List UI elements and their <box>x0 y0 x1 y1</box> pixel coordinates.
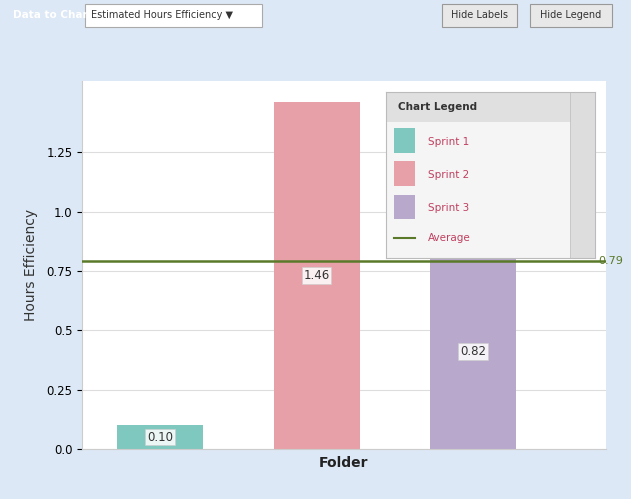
Text: Chart Legend: Chart Legend <box>398 102 478 112</box>
Text: 1.46: 1.46 <box>304 269 329 282</box>
Text: 0.82: 0.82 <box>460 345 486 358</box>
Bar <box>117 425 203 449</box>
Text: Data to Chart:: Data to Chart: <box>13 10 97 20</box>
Text: 0.10: 0.10 <box>147 431 173 444</box>
Text: Sprint 2: Sprint 2 <box>428 170 469 180</box>
Y-axis label: Hours Efficiency: Hours Efficiency <box>24 209 38 321</box>
Text: 0.79: 0.79 <box>598 256 623 266</box>
Text: Estimated Hours Efficiency ▼: Estimated Hours Efficiency ▼ <box>91 10 233 20</box>
FancyBboxPatch shape <box>394 128 415 153</box>
FancyBboxPatch shape <box>442 3 517 27</box>
Text: Average: Average <box>428 233 471 243</box>
Bar <box>274 102 360 449</box>
X-axis label: Folder: Folder <box>319 456 369 470</box>
Text: Sprint 3: Sprint 3 <box>428 203 469 213</box>
FancyBboxPatch shape <box>530 3 612 27</box>
FancyBboxPatch shape <box>394 162 415 186</box>
Text: Hide Legend: Hide Legend <box>540 10 602 20</box>
Text: Hide Labels: Hide Labels <box>451 10 508 20</box>
FancyBboxPatch shape <box>85 3 262 27</box>
Bar <box>430 254 516 449</box>
FancyBboxPatch shape <box>570 92 595 257</box>
FancyBboxPatch shape <box>386 92 595 122</box>
FancyBboxPatch shape <box>394 195 415 220</box>
Text: Sprint 1: Sprint 1 <box>428 137 469 147</box>
